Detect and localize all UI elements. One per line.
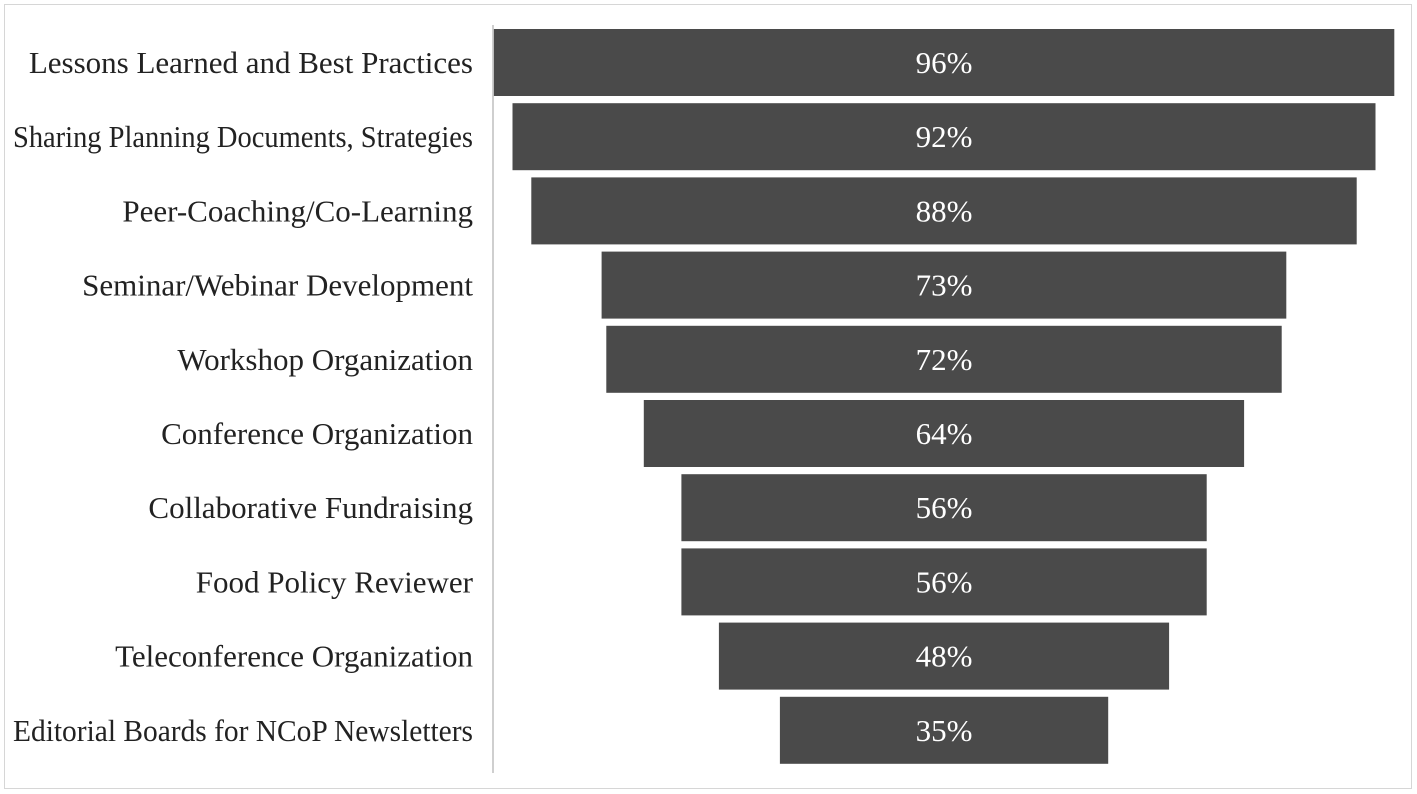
bar: [601, 251, 1287, 319]
bar: [643, 400, 1245, 467]
bar: [493, 29, 1395, 96]
value-label: 92%: [916, 119, 973, 154]
value-labels-layer: 96% 92% 88% 73% 72% 64% 56% 56% 48% 35%: [916, 45, 973, 748]
value-label: 56%: [916, 564, 973, 599]
category-label: Conference Organization: [161, 416, 473, 451]
value-label: 48%: [916, 639, 973, 674]
category-label: Workshop Organization: [177, 342, 473, 377]
value-label: 64%: [916, 416, 973, 451]
bar: [718, 622, 1170, 690]
category-label: Seminar/Webinar Development: [82, 268, 473, 303]
bar: [681, 548, 1207, 616]
category-labels-layer: Lessons Learned and Best Practices Sharin…: [13, 45, 474, 748]
value-label: 56%: [916, 490, 973, 525]
bar: [606, 325, 1282, 393]
category-label: Editorial Boards for NCoP Newsletters: [13, 713, 473, 748]
bar: [512, 103, 1376, 171]
value-label: 73%: [916, 268, 973, 303]
category-label: Food Policy Reviewer: [196, 564, 474, 599]
category-label: Collaborative Fundraising: [148, 490, 473, 525]
bar: [531, 177, 1357, 245]
value-label: 35%: [916, 713, 973, 748]
category-label: Sharing Planning Documents, Strategies: [13, 119, 473, 154]
category-label: Lessons Learned and Best Practices: [29, 45, 473, 80]
bar: [779, 696, 1109, 764]
bars-layer: [493, 29, 1395, 764]
category-label: Teleconference Organization: [115, 639, 473, 674]
category-label: Peer-Coaching/Co-Learning: [122, 193, 473, 228]
bar: [681, 474, 1207, 542]
value-label: 96%: [916, 45, 973, 80]
value-label: 72%: [916, 342, 973, 377]
chart-frame: 96% 92% 88% 73% 72% 64% 56% 56% 48% 35% Lessons L…: [4, 4, 1412, 789]
funnel-chart: 96% 92% 88% 73% 72% 64% 56% 56% 48% 35% Lessons L…: [13, 25, 1395, 773]
value-label: 88%: [916, 193, 973, 228]
